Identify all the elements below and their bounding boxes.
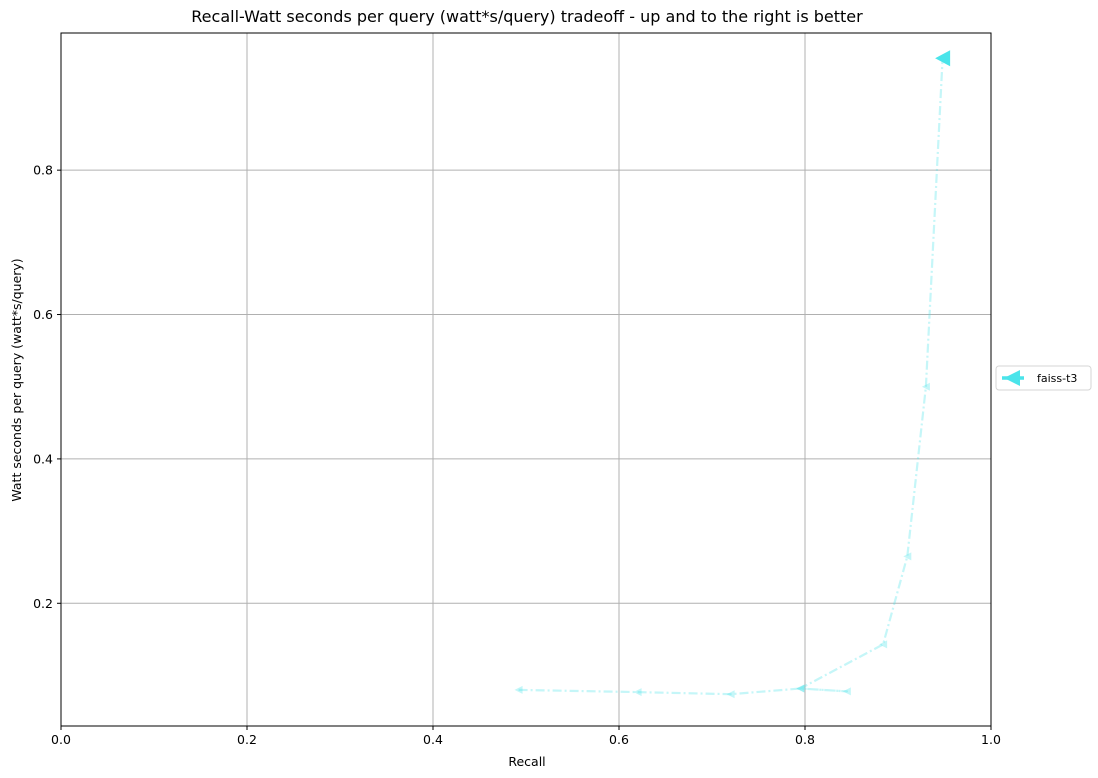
x-tick-label: 0.2 [237, 732, 257, 747]
series-line [518, 58, 944, 696]
axes: 0.0 0.2 0.4 0.6 0.8 1.0 0.2 0.4 0.6 0.8 [33, 32, 1001, 747]
x-tick-label: 0.0 [51, 732, 71, 747]
data-point [842, 687, 851, 696]
x-tick-label: 0.8 [795, 732, 815, 747]
legend-marker [1004, 370, 1020, 386]
data-point-highlight [935, 50, 951, 67]
y-tick-label: 0.2 [33, 596, 53, 611]
y-axis-label: Watt seconds per query (watt*s/query) [9, 258, 24, 501]
legend-label: faiss-t3 [1037, 372, 1077, 385]
data-point [514, 685, 523, 694]
plot-data [514, 50, 951, 699]
data-point [633, 688, 642, 697]
x-axis-label: Recall [508, 754, 545, 769]
x-tick-label: 0.6 [609, 732, 629, 747]
x-tick-label: 0.4 [423, 732, 443, 747]
plot-frame [60, 32, 992, 727]
data-point [921, 382, 930, 391]
data-point [903, 552, 912, 561]
data-point [796, 684, 805, 693]
y-tick-label: 0.6 [33, 307, 53, 322]
y-tick-label: 0.8 [33, 163, 53, 178]
data-point [796, 684, 805, 693]
x-tick-label: 1.0 [981, 732, 1001, 747]
chart-title: Recall-Watt seconds per query (watt*s/qu… [191, 7, 863, 26]
grid [61, 33, 991, 726]
y-tick-label: 0.4 [33, 451, 53, 466]
data-point [726, 690, 735, 699]
legend: faiss-t3 [995, 365, 1092, 391]
data-point [879, 640, 888, 649]
